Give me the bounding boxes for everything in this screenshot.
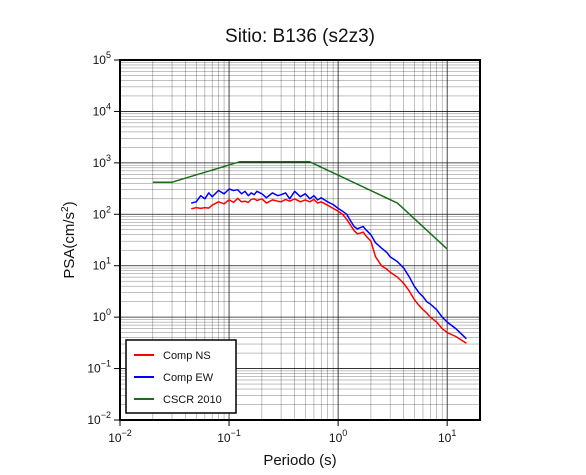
chart-title: Sitio: B136 (s2z3) [225,26,375,47]
y-tick-label: 10−1 [87,359,111,376]
x-tick-label: 10−2 [108,428,132,445]
legend-items: Comp NS Comp EW CSCR 2010 [134,350,222,406]
y-axis-label-end: ) [61,201,78,206]
x-axis-label: Periodo (s) [263,452,336,469]
y-tick-label: 10−2 [87,410,111,427]
tick-layer: 10−2 10−1 100 101 10−2 10−1 100 101 102 103 104 105 [87,50,456,445]
y-axis-label-base: PSA(cm/s [61,212,78,279]
legend-label-comp-ew: Comp EW [163,372,214,384]
plot-frame [119,59,481,421]
y-axis-label-sup: 2 [60,206,71,212]
x-tick-label: 10−1 [217,428,241,445]
x-tick-label: 101 [438,428,456,445]
y-axis-label: PSA(cm/s2) [60,201,78,278]
x-tick-label: 100 [329,428,347,445]
y-tick-label: 102 [93,204,111,221]
series-line-comp-ns [191,197,467,344]
series-layer [152,161,467,344]
legend-label-comp-ns: Comp NS [163,350,211,362]
grid [119,59,481,421]
y-tick-label: 100 [93,307,111,324]
legend-label-cscr-2010: CSCR 2010 [163,394,222,406]
y-tick-label: 101 [93,256,111,273]
series-line-cscr-2010 [152,161,448,250]
y-tick-label: 105 [93,50,111,67]
y-tick-label: 103 [93,153,111,170]
legend: Comp NS Comp EW CSCR 2010 [125,339,237,414]
y-tick-label: 104 [93,101,111,118]
series-line-comp-ew [191,188,467,340]
